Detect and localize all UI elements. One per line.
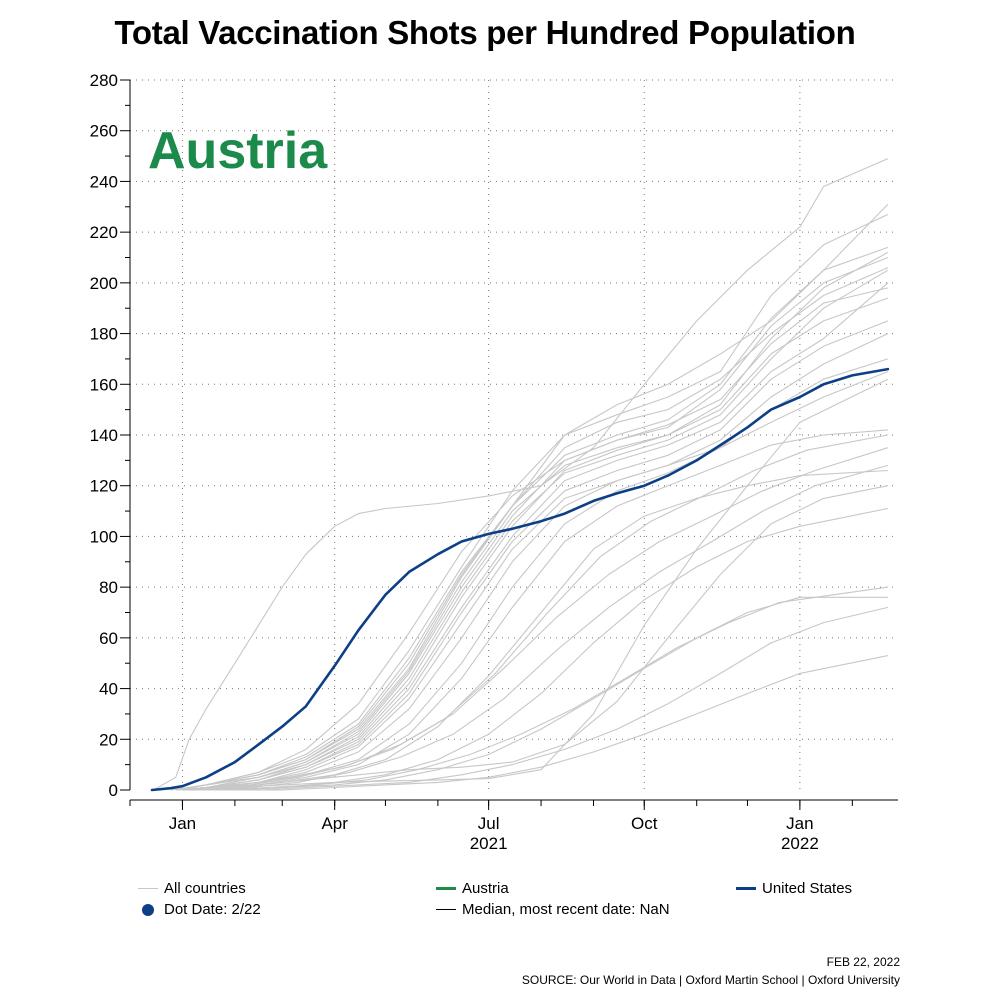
legend-country: Austria bbox=[436, 880, 509, 897]
legend-median-label: Median, most recent date: NaN bbox=[462, 901, 670, 918]
legend-dot-date-label: Dot Date: 2/22 bbox=[164, 901, 261, 918]
median-swatch bbox=[436, 909, 456, 910]
legend-all-countries: All countries bbox=[138, 880, 246, 897]
all-countries-line bbox=[182, 507, 889, 791]
all-countries-lines bbox=[153, 158, 889, 791]
all-countries-line bbox=[175, 251, 889, 791]
y-tick-label: 240 bbox=[90, 172, 118, 191]
legend-all-countries-label: All countries bbox=[164, 880, 246, 897]
axes: 0 20 40 60 80 100 120 140 160 180 200 220 240 260 280 J… bbox=[90, 71, 898, 853]
y-tick-label: 20 bbox=[99, 730, 118, 749]
x-tick-label: Apr bbox=[321, 814, 348, 833]
y-tick-label: 100 bbox=[90, 527, 118, 546]
all-countries-line bbox=[175, 213, 889, 791]
united-states-series-line bbox=[150, 367, 890, 792]
x-tick-label: Jan bbox=[169, 814, 196, 833]
all-countries-line bbox=[175, 297, 889, 791]
all-countries-line bbox=[175, 485, 889, 791]
united-states-line bbox=[150, 367, 890, 792]
x-year-label: 2021 bbox=[470, 834, 508, 853]
footer-date: FEB 22, 2022 bbox=[826, 955, 900, 969]
y-tick-label: 120 bbox=[90, 477, 118, 496]
legend-median: Median, most recent date: NaN bbox=[436, 901, 670, 918]
all-countries-swatch bbox=[138, 888, 158, 889]
chart-title: Total Vaccination Shots per Hundred Popu… bbox=[114, 14, 856, 51]
all-countries-line bbox=[175, 429, 888, 791]
legend-country-label: Austria bbox=[462, 880, 509, 897]
y-tick-label: 280 bbox=[90, 71, 118, 90]
y-tick-label: 40 bbox=[99, 680, 118, 699]
grid-lines bbox=[130, 79, 898, 790]
y-tick-label: 0 bbox=[109, 781, 118, 800]
x-year-label: 2022 bbox=[781, 834, 819, 853]
y-tick-label: 220 bbox=[90, 223, 118, 242]
country-swatch bbox=[436, 887, 456, 890]
all-countries-line bbox=[175, 282, 889, 791]
legend-us: United States bbox=[736, 880, 852, 897]
x-tick-label: Jul bbox=[478, 814, 500, 833]
legend-us-label: United States bbox=[762, 880, 853, 897]
y-tick-label: 80 bbox=[99, 578, 118, 597]
all-countries-line bbox=[197, 447, 889, 791]
all-countries-line bbox=[182, 596, 888, 791]
all-countries-line bbox=[182, 378, 889, 791]
all-countries-line bbox=[175, 333, 889, 791]
all-countries-line bbox=[189, 434, 889, 791]
all-countries-line bbox=[153, 158, 889, 791]
dot-swatch bbox=[142, 903, 154, 916]
chart: 0 20 40 60 80 100 120 140 160 180 200 220 240 260 280 J… bbox=[90, 71, 898, 853]
all-countries-line bbox=[197, 464, 889, 791]
all-countries-line bbox=[214, 586, 888, 791]
highlighted-country-label: Austria bbox=[148, 122, 328, 180]
y-tick-label: 160 bbox=[90, 375, 118, 394]
footer-source: SOURCE: Our World in Data | Oxford Marti… bbox=[521, 973, 900, 987]
y-tick-label: 180 bbox=[90, 325, 118, 344]
us-swatch bbox=[736, 887, 756, 890]
all-countries-line bbox=[175, 287, 889, 791]
legend-dot-date: Dot Date: 2/22 bbox=[138, 901, 261, 918]
y-tick-label: 200 bbox=[90, 274, 118, 293]
y-tick-label: 60 bbox=[99, 629, 118, 648]
all-countries-line bbox=[206, 606, 889, 791]
x-tick-label: Oct bbox=[631, 814, 658, 833]
x-tick-label: Jan bbox=[786, 814, 813, 833]
all-countries-line bbox=[175, 267, 889, 791]
all-countries-line bbox=[234, 655, 889, 791]
y-tick-label: 260 bbox=[90, 122, 118, 141]
all-countries-line bbox=[175, 269, 889, 791]
all-countries-line bbox=[175, 371, 889, 791]
y-tick-label: 140 bbox=[90, 426, 118, 445]
